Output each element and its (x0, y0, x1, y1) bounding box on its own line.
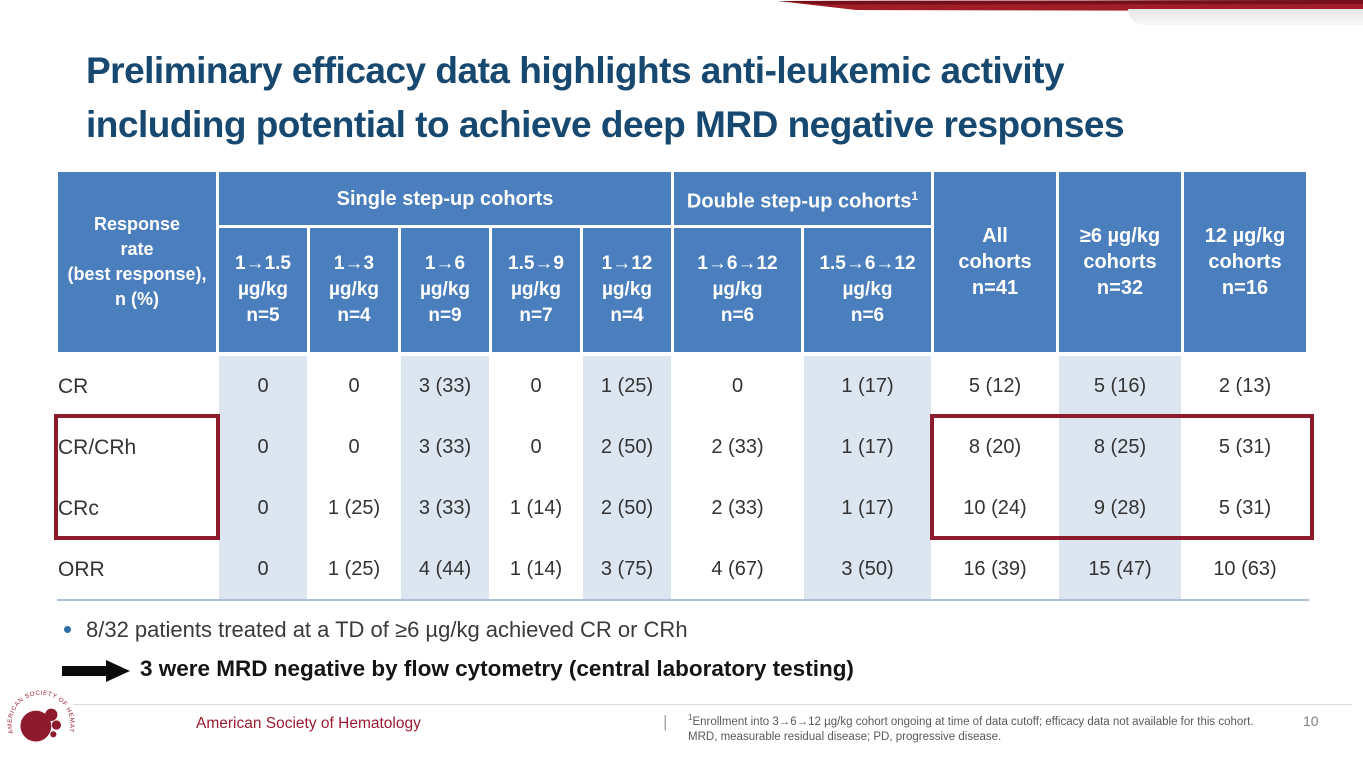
data-cell: 0 (674, 356, 801, 417)
data-cell: 9 (28) (1059, 478, 1181, 539)
top-red-band (778, 0, 1363, 11)
footnote-line-2: MRD, measurable residual disease; PD, pr… (688, 730, 1002, 743)
data-cell: 3 (33) (401, 417, 489, 478)
data-cell: 0 (219, 478, 307, 539)
row-label: CR/CRh (58, 417, 216, 478)
data-cell: 0 (219, 539, 307, 600)
footer-divider (62, 704, 1352, 705)
bullet-text: 8/32 patients treated at a TD of ≥6 µg/k… (86, 617, 688, 642)
data-cell: 1 (25) (310, 539, 398, 600)
org-name: American Society of Hematology (196, 715, 421, 732)
table-row-cr: CR 0 0 3 (33) 0 1 (25) 0 1 (17) 5 (12) 5… (58, 356, 1306, 417)
table-row-orr: ORR 0 1 (25) 4 (44) 1 (14) 3 (75) 4 (67)… (58, 539, 1306, 600)
table-row-crc: CRc 0 1 (25) 3 (33) 1 (14) 2 (50) 2 (33)… (58, 478, 1306, 539)
data-cell: 2 (33) (674, 417, 801, 478)
row-label: CR (58, 356, 216, 417)
footnote: 1Enrollment into 3→6→12 µg/kg cohort ong… (688, 710, 1254, 745)
data-cell: 0 (492, 417, 580, 478)
data-cell: 4 (44) (401, 539, 489, 600)
table-row-crcrh: CR/CRh 0 0 3 (33) 0 2 (50) 2 (33) 1 (17)… (58, 417, 1306, 478)
data-cell: 0 (492, 356, 580, 417)
data-cell: 16 (39) (934, 539, 1056, 600)
data-cell: 8 (20) (934, 417, 1056, 478)
data-cell: 2 (50) (583, 417, 671, 478)
column-header: 1→12 µg/kg n=4 (583, 228, 671, 356)
highlight-box-summary-values (930, 414, 1314, 540)
data-cell: 0 (219, 417, 307, 478)
column-header: 1→3 µg/kg n=4 (310, 228, 398, 356)
data-cell: 3 (75) (583, 539, 671, 600)
data-cell: 1 (14) (492, 478, 580, 539)
data-cell: 4 (67) (674, 539, 801, 600)
data-cell: 1 (25) (583, 356, 671, 417)
column-header: 1→6→12 µg/kg n=6 (674, 228, 801, 356)
ash-logo: AMERICAN SOCIETY OF HEMATOLOGY (4, 686, 78, 760)
data-cell: 10 (63) (1184, 539, 1306, 600)
row-label: CRc (58, 478, 216, 539)
highlight-box-response-labels (54, 414, 220, 540)
data-cell: 1 (17) (804, 417, 931, 478)
arrow-note-text: 3 were MRD negative by flow cytometry (c… (140, 656, 854, 681)
data-cell: 5 (31) (1184, 417, 1306, 478)
column-header: 1→6 µg/kg n=9 (401, 228, 489, 356)
footer-separator: | (663, 712, 668, 731)
data-cell: 10 (24) (934, 478, 1056, 539)
efficacy-table: Response rate (best response), n (%) Sin… (55, 172, 1309, 600)
table-bottom-border (57, 599, 1309, 601)
data-cell: 5 (16) (1059, 356, 1181, 417)
data-cell: 1 (17) (804, 478, 931, 539)
column-header: 1→1.5 µg/kg n=5 (219, 228, 307, 356)
footnote-marker: 1 (688, 713, 693, 722)
data-cell: 3 (33) (401, 356, 489, 417)
bullet-icon (64, 626, 71, 633)
column-header: 1.5→9 µg/kg n=7 (492, 228, 580, 356)
column-header: 1.5→6→12 µg/kg n=6 (804, 228, 931, 356)
data-cell: 0 (310, 356, 398, 417)
group-header-single: Single step-up cohorts (219, 172, 671, 228)
data-cell: 3 (33) (401, 478, 489, 539)
data-cell: 5 (12) (934, 356, 1056, 417)
group-header-double-label: Double step-up cohorts (686, 190, 912, 213)
top-gray-curve (1128, 9, 1363, 25)
data-cell: 3 (50) (804, 539, 931, 600)
data-cell: 1 (14) (492, 539, 580, 600)
data-cell: 2 (50) (583, 478, 671, 539)
data-cell: 5 (31) (1184, 478, 1306, 539)
data-cell: 8 (25) (1059, 417, 1181, 478)
data-cell: 1 (25) (310, 478, 398, 539)
row-label: ORR (58, 539, 216, 600)
summary-header-12: 12 µg/kg cohorts n=16 (1184, 172, 1306, 356)
group-header-double-footnote-marker: 1 (911, 188, 919, 203)
corner-header: Response rate (best response), n (%) (58, 172, 216, 356)
data-cell: 0 (310, 417, 398, 478)
data-cell: 15 (47) (1059, 539, 1181, 600)
data-cell: 1 (17) (804, 356, 931, 417)
data-cell: 0 (219, 356, 307, 417)
data-cell: 2 (13) (1184, 356, 1306, 417)
slide-title: Preliminary efficacy data highlights ant… (86, 50, 1125, 145)
arrow-right-icon (62, 660, 130, 682)
footnote-line-1: 1Enrollment into 3→6→12 µg/kg cohort ong… (688, 713, 1254, 728)
summary-header-all: All cohorts n=41 (934, 172, 1056, 356)
group-header-double: Double step-up cohorts1 (674, 172, 931, 228)
summary-header-ge6: ≥6 µg/kg cohorts n=32 (1059, 172, 1181, 356)
page-number: 10 (1303, 713, 1319, 729)
data-cell: 2 (33) (674, 478, 801, 539)
